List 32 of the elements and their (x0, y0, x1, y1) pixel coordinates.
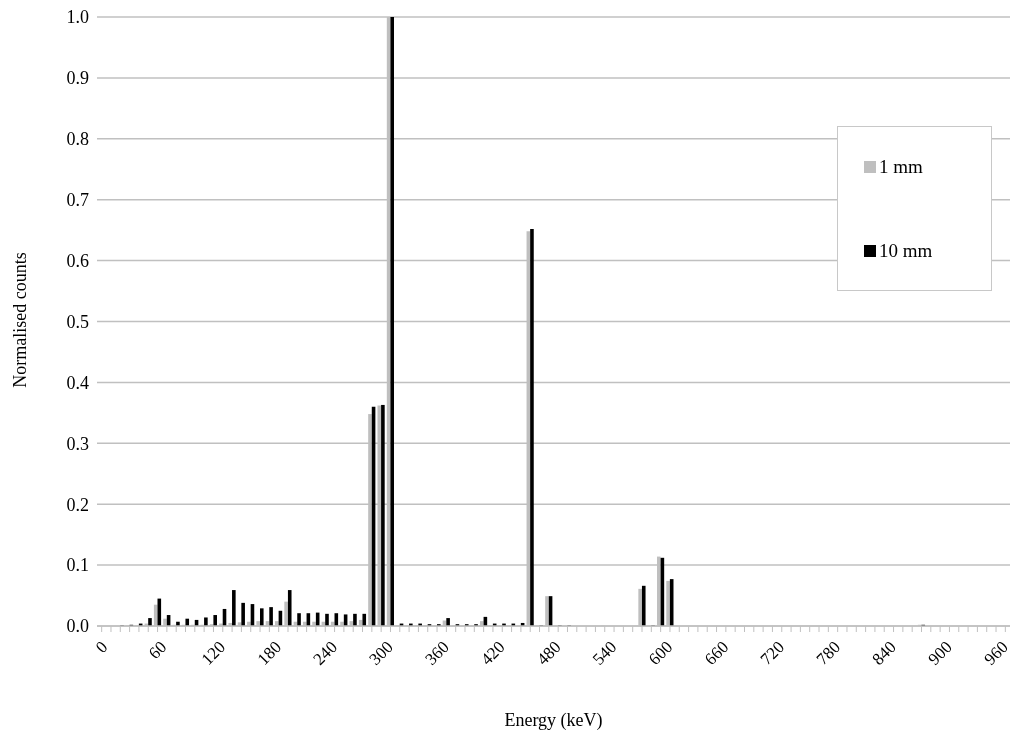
legend-label: 10 mm (879, 240, 933, 262)
x-tick-label: 540 (589, 637, 621, 669)
legend-label: 1 mm (879, 156, 923, 178)
y-tick-label: 0.6 (66, 250, 89, 271)
x-tick-label: 180 (253, 637, 286, 669)
x-axis-title: Energy (keV) (504, 710, 603, 731)
x-tick-label: 360 (421, 637, 453, 669)
x-tick-label: 300 (365, 637, 397, 669)
x-tick-label: 120 (197, 637, 230, 669)
y-tick-label: 0.0 (66, 616, 89, 637)
x-tick-label: 600 (644, 637, 677, 669)
x-tick-label: 0 (91, 637, 112, 657)
y-tick-label: 0.7 (66, 190, 89, 211)
y-tick-label: 0.5 (66, 311, 89, 332)
y-tick-label: 0.1 (66, 555, 89, 576)
x-tick-label: 840 (868, 637, 900, 669)
y-tick-label: 0.3 (66, 433, 89, 454)
x-tick-label: 780 (812, 637, 845, 669)
x-tick-label: 60 (144, 637, 171, 663)
x-tick-label: 240 (309, 637, 341, 669)
y-tick-label: 0.4 (66, 372, 89, 393)
x-tick-label: 960 (980, 637, 1012, 669)
y-axis-title: Normalised counts (9, 252, 31, 388)
y-tick-label: 0.8 (66, 129, 89, 150)
y-tick-label: 1.0 (66, 7, 89, 28)
y-tick-label: 0.2 (66, 494, 89, 515)
x-tick-label: 720 (756, 637, 789, 669)
x-tick-label: 660 (700, 637, 733, 669)
x-tick-label: 420 (477, 637, 509, 669)
x-tick-label: 900 (924, 637, 956, 669)
y-tick-label: 0.9 (66, 68, 89, 89)
x-tick-label: 480 (533, 637, 565, 669)
